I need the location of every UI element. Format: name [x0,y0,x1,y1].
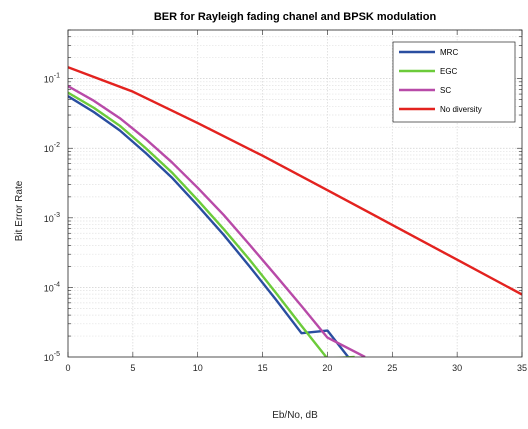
chart-title: BER for Rayleigh fading chanel and BPSK … [154,11,437,23]
y-tick-label: 10-4 [44,281,60,293]
series-lines [68,66,522,357]
x-tick-label: 20 [322,363,332,373]
axis-ticks [67,29,523,357]
y-tick-label: 10-3 [44,212,60,224]
y-tick-label: 10-1 [44,73,60,85]
legend-label: No diversity [440,105,482,114]
x-tick-label: 0 [65,363,70,373]
x-tick-label: 25 [387,363,397,373]
plot-frame [67,29,523,358]
series-line-sc [68,85,366,357]
x-tick-label: 10 [193,363,203,373]
legend-label: MRC [440,48,458,57]
legend: MRC EGC SC No diversity [392,41,516,123]
legend-label: SC [440,86,451,95]
legend-label: EGC [440,67,458,76]
x-tick-label: 35 [517,363,527,373]
series-line-no-diversity [68,66,522,296]
y-axis-label: Bit Error Rate [14,180,25,241]
plot-border [67,29,523,358]
x-tick-label: 15 [258,363,268,373]
x-axis-label: Eb/No, dB [272,410,318,421]
series-line-egc [68,91,355,357]
y-tick-label: 10-2 [44,142,60,154]
x-tick-label: 30 [452,363,462,373]
y-tick-label: 10-5 [44,351,60,363]
tick-labels: 0 5 10 15 20 25 30 35 10-1 10-2 10-3 10-4 10-5 [44,73,527,373]
x-tick-label: 5 [130,363,135,373]
